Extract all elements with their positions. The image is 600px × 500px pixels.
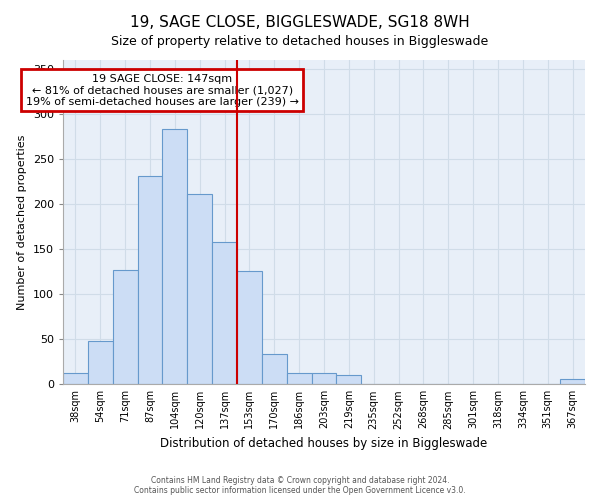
- Text: 19 SAGE CLOSE: 147sqm
← 81% of detached houses are smaller (1,027)
19% of semi-d: 19 SAGE CLOSE: 147sqm ← 81% of detached …: [26, 74, 299, 106]
- Bar: [113, 270, 137, 384]
- Y-axis label: Number of detached properties: Number of detached properties: [17, 134, 27, 310]
- Bar: [337, 376, 361, 384]
- Bar: [560, 379, 585, 384]
- Bar: [137, 176, 163, 384]
- Bar: [187, 194, 212, 384]
- Bar: [262, 354, 287, 384]
- Bar: [63, 374, 88, 384]
- X-axis label: Distribution of detached houses by size in Biggleswade: Distribution of detached houses by size …: [160, 437, 488, 450]
- Text: Contains HM Land Registry data © Crown copyright and database right 2024.
Contai: Contains HM Land Registry data © Crown c…: [134, 476, 466, 495]
- Bar: [287, 372, 311, 384]
- Bar: [237, 271, 262, 384]
- Bar: [88, 341, 113, 384]
- Text: Size of property relative to detached houses in Biggleswade: Size of property relative to detached ho…: [112, 35, 488, 48]
- Text: 19, SAGE CLOSE, BIGGLESWADE, SG18 8WH: 19, SAGE CLOSE, BIGGLESWADE, SG18 8WH: [130, 15, 470, 30]
- Bar: [163, 130, 187, 384]
- Bar: [212, 242, 237, 384]
- Bar: [311, 374, 337, 384]
